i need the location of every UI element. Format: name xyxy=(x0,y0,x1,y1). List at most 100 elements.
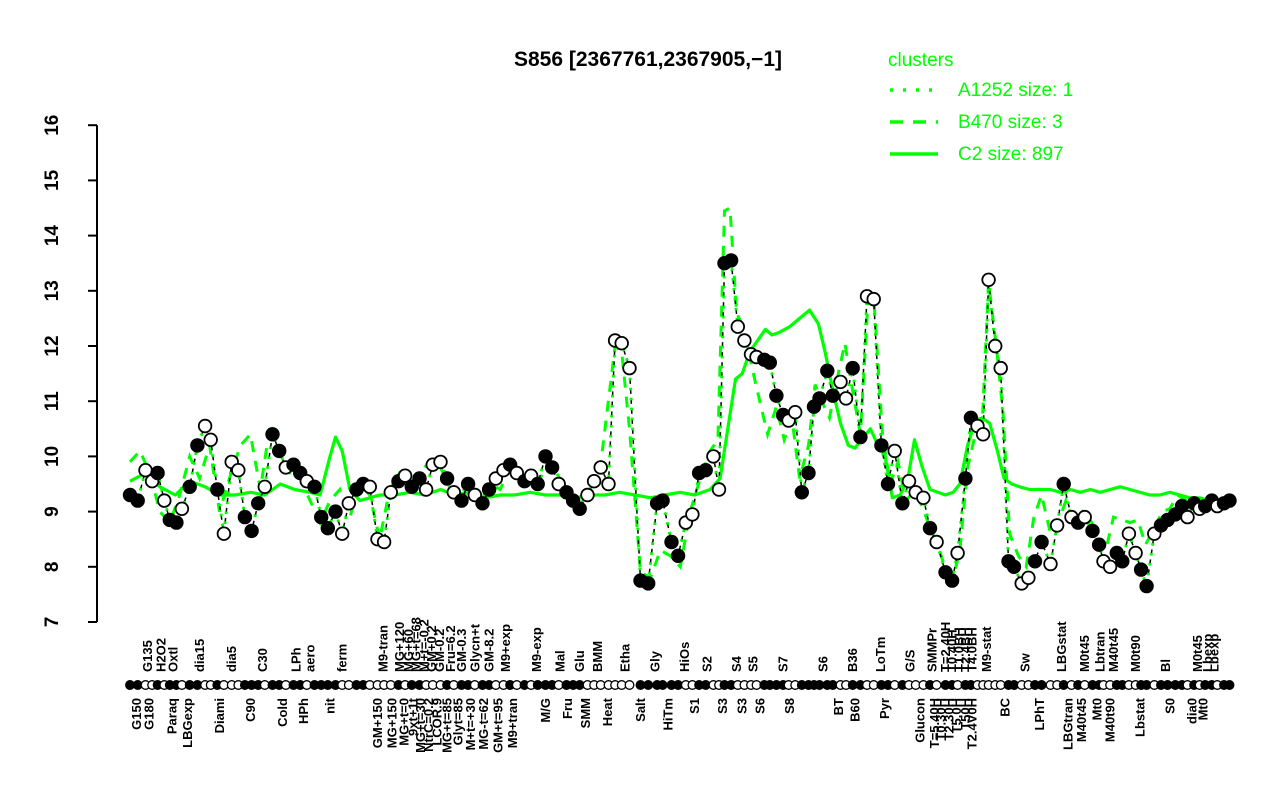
data-point-open xyxy=(988,338,1003,354)
data-point-filled xyxy=(1034,534,1049,550)
x-label-bottom: Pyr xyxy=(877,698,892,719)
y-tick-label: 7 xyxy=(42,617,63,628)
x-label-bottom: LBGtran xyxy=(1061,698,1076,750)
data-point-open xyxy=(397,468,413,483)
data-point-filled xyxy=(244,523,259,539)
x-label-top: BMM xyxy=(590,641,605,672)
x-label-top: H2O2 xyxy=(153,638,168,672)
data-point-open xyxy=(788,405,803,420)
x-label-top: MG+t=68 xyxy=(409,617,424,672)
data-point-filled xyxy=(944,573,960,588)
data-point-filled xyxy=(641,576,656,591)
x-label-top: T2.4BH xyxy=(958,627,973,672)
data-point-open xyxy=(833,374,848,390)
x-label-bottom: SMM xyxy=(578,698,593,728)
x-label-top: M0t45 xyxy=(1077,635,1092,672)
x-label-bottom: S3 xyxy=(715,698,730,714)
x-label-top: LPh xyxy=(288,647,303,672)
x-label-bottom: MG+150 xyxy=(384,698,399,748)
data-point-filled xyxy=(412,471,427,486)
x-label-bottom: dia0 xyxy=(1184,698,1199,724)
data-point-open xyxy=(1102,559,1118,575)
x-label-top: HiOs xyxy=(677,642,692,672)
data-point-filled xyxy=(475,496,490,511)
x-label-top: T4.0BH xyxy=(965,627,980,672)
y-tick-label: 13 xyxy=(42,280,63,301)
x-label-top: Lbexp xyxy=(1200,634,1215,672)
x-label-top: Lbtran xyxy=(1093,632,1108,673)
x-label-bottom: S3 xyxy=(735,698,750,714)
x-label-bottom: Diami xyxy=(212,698,227,733)
x-label-bottom: M+t=+30 xyxy=(463,698,478,750)
condition-marker xyxy=(1224,680,1235,690)
legend-item-b470: B470 size: 3 xyxy=(958,112,1063,133)
x-label-bottom: T2.4V0H xyxy=(965,698,980,749)
data-point-filled xyxy=(210,482,225,497)
x-label-bottom: MG+t=0 xyxy=(397,698,412,746)
data-point-filled xyxy=(820,363,835,379)
x-label-top: M0t90 xyxy=(1128,635,1143,672)
data-point-open xyxy=(231,463,246,478)
y-tick-label: 12 xyxy=(42,335,63,356)
data-point-filled xyxy=(1085,523,1100,539)
data-point-filled xyxy=(182,479,197,495)
data-point-open xyxy=(362,479,378,495)
x-label-top: LoTm xyxy=(873,637,888,672)
data-point-filled xyxy=(272,443,287,459)
data-point-filled xyxy=(130,493,145,508)
x-label-top: C30 xyxy=(255,648,270,672)
data-point-open xyxy=(1180,509,1195,525)
x-label-bottom: Mt0 xyxy=(1089,698,1104,720)
data-point-open xyxy=(157,493,172,508)
data-point-filled xyxy=(237,509,253,525)
x-label-bottom: Heat xyxy=(600,697,615,726)
x-label-bottom: MG+t=85 xyxy=(440,698,455,753)
x-label-bottom: B60 xyxy=(847,698,862,722)
data-point-filled xyxy=(439,471,455,486)
series-s856-gene-line xyxy=(129,259,1230,587)
x-label-bottom: LPhT xyxy=(1032,698,1047,731)
data-point-filled xyxy=(762,355,778,370)
x-label-bottom: Salt xyxy=(633,697,648,722)
y-tick-label: 9 xyxy=(42,506,63,517)
x-label-top: G/S xyxy=(903,649,918,672)
x-label-bottom: T5.0H xyxy=(949,698,964,733)
data-point-open xyxy=(685,507,700,522)
x-label-top: S5 xyxy=(746,656,761,672)
legend-title: clusters xyxy=(888,50,953,71)
x-label-bottom: Glucon xyxy=(913,698,928,743)
data-point-open xyxy=(203,432,218,448)
x-label-top: S7 xyxy=(776,656,791,672)
x-label-bottom: S1 xyxy=(687,698,702,714)
data-point-open xyxy=(838,391,854,406)
x-label-bottom: T0.30H xyxy=(934,698,949,741)
y-tick-label: 11 xyxy=(42,391,63,412)
data-point-open xyxy=(418,482,434,497)
x-label-top: Oxtl xyxy=(166,647,181,672)
y-tick-label: 15 xyxy=(42,169,63,191)
x-label-bottom: G180 xyxy=(141,698,156,730)
x-label-top: MG+120 xyxy=(392,622,407,672)
x-label-bottom: M/G xyxy=(538,698,553,723)
data-point-open xyxy=(1128,545,1143,561)
x-label-bottom: Fru xyxy=(560,698,575,719)
data-point-filled xyxy=(723,253,739,268)
x-label-bottom: nit xyxy=(323,697,338,714)
x-label-bottom: Paraq xyxy=(164,698,179,734)
x-label-bottom: BC xyxy=(998,697,1013,716)
data-point-open xyxy=(622,360,637,376)
data-point-open xyxy=(586,474,602,489)
data-point-filled xyxy=(664,534,679,550)
x-label-top: Gly xyxy=(647,650,662,672)
data-point-filled xyxy=(1133,562,1149,577)
x-label-bottom: C90 xyxy=(243,698,258,722)
x-label-bottom: LCOR.9 xyxy=(430,698,445,746)
x-label-bottom: M40t45 xyxy=(1074,698,1089,742)
x-label-top: T0.40H xyxy=(945,629,960,672)
data-point-open xyxy=(614,336,629,351)
x-label-top: dia5 xyxy=(224,646,239,672)
data-point-open xyxy=(257,479,273,495)
